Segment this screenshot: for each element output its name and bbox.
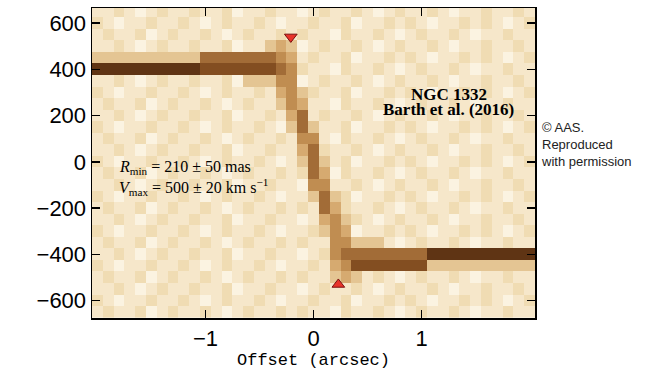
svg-text:R​min​ = 210 ± 50 mas: R​min​ = 210 ± 50 mas xyxy=(119,158,251,177)
svg-text:V​max​ = 500 ± 20 km s​−1​: V​max​ = 500 ± 20 km s​−1​ xyxy=(119,176,268,198)
svg-text:0: 0 xyxy=(74,150,86,175)
svg-text:1: 1 xyxy=(415,326,427,351)
svg-text:NGC 1332: NGC 1332 xyxy=(411,85,487,104)
svg-text:© AAS.Reproducedwith permissio: © AAS.Reproducedwith permission xyxy=(541,120,632,169)
svg-text:−400: −400 xyxy=(37,242,87,267)
svg-text:600: 600 xyxy=(49,11,86,36)
svg-text:−1: −1 xyxy=(193,326,218,351)
svg-text:Barth et al. (2016): Barth et al. (2016) xyxy=(383,100,514,119)
svg-text:Offset (arcsec): Offset (arcsec) xyxy=(237,351,390,370)
svg-text:−200: −200 xyxy=(37,196,87,221)
svg-text:400: 400 xyxy=(49,57,86,82)
svg-text:200: 200 xyxy=(49,103,86,128)
svg-text:0: 0 xyxy=(307,326,319,351)
svg-text:−600: −600 xyxy=(37,288,87,313)
